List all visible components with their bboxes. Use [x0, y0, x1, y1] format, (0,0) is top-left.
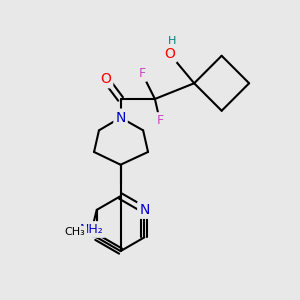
Text: NH₂: NH₂ [80, 223, 104, 236]
Text: O: O [100, 72, 111, 86]
Text: F: F [156, 114, 164, 127]
Text: N: N [139, 203, 149, 217]
Text: H: H [167, 36, 176, 46]
Text: CH₃: CH₃ [65, 227, 85, 237]
Text: F: F [139, 67, 146, 80]
Text: N: N [116, 111, 126, 124]
Text: O: O [164, 47, 175, 61]
